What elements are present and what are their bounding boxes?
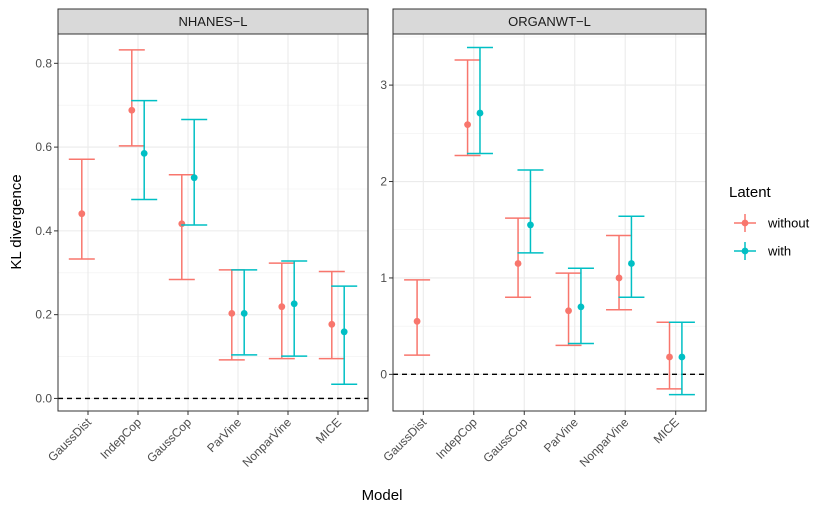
legend: Latent without with bbox=[729, 184, 810, 260]
x-tick-label: ParVine bbox=[541, 415, 581, 455]
panel-background bbox=[58, 34, 368, 411]
errorbar-IndepCop-without bbox=[118, 49, 145, 147]
legend-key-point bbox=[741, 219, 749, 227]
x-tick-label: MICE bbox=[313, 415, 344, 446]
y-tick-label: 0.0 bbox=[35, 391, 52, 405]
y-tick-label: 0 bbox=[380, 367, 387, 381]
panel-organwt: ORGANWT−L 0 1 2 3 GaussDist IndepCop GaussCop… bbox=[380, 8, 707, 470]
gridlines bbox=[58, 34, 368, 411]
errorbar-ParVine-with bbox=[567, 267, 594, 345]
x-axis-title: Model bbox=[362, 487, 403, 504]
point-GaussDist-without bbox=[413, 317, 421, 325]
point-IndepCop-without bbox=[464, 121, 471, 129]
errorbar-NonparVine-with bbox=[281, 260, 308, 357]
panel-border bbox=[392, 33, 707, 412]
errorbar-GaussDist-without bbox=[68, 158, 95, 260]
point-ParVine-with bbox=[577, 303, 585, 311]
point-MICE-with bbox=[340, 328, 348, 336]
x-tick-label: GaussDist bbox=[45, 415, 95, 465]
point-NonparVine-with bbox=[290, 300, 298, 308]
legend-item-without: without bbox=[734, 214, 810, 232]
point-IndepCop-with bbox=[140, 149, 148, 157]
point-ParVine-without bbox=[228, 309, 236, 317]
errorbar-GaussCop-with bbox=[181, 118, 208, 226]
data-marks bbox=[393, 46, 706, 396]
x-axis: GaussDist IndepCop GaussCop ParVineNonparVi… bbox=[380, 411, 682, 470]
point-NonparVine-without bbox=[615, 274, 623, 282]
panel-background bbox=[393, 34, 706, 411]
errorbar-GaussCop-without bbox=[505, 217, 532, 298]
panel-title: ORGANWT−L bbox=[508, 14, 591, 29]
legend-label: with bbox=[767, 244, 791, 259]
point-IndepCop-without bbox=[128, 106, 136, 114]
errorbar-IndepCop-without bbox=[454, 59, 481, 157]
point-IndepCop-with bbox=[476, 109, 484, 117]
y-tick-label: 0.2 bbox=[35, 308, 52, 322]
legend-items: without with bbox=[734, 214, 810, 260]
x-axis: GaussDist IndepCop GaussCop ParVineNonparVi… bbox=[45, 411, 344, 470]
point-GaussCop-with bbox=[527, 221, 534, 229]
point-ParVine-with bbox=[240, 309, 248, 317]
point-GaussCop-with bbox=[190, 174, 198, 182]
y-tick-label: 2 bbox=[380, 175, 387, 189]
x-tick-label: IndepCop bbox=[433, 415, 480, 462]
point-GaussCop-without bbox=[514, 260, 522, 267]
point-GaussCop-without bbox=[178, 220, 186, 228]
point-ParVine-without bbox=[565, 307, 572, 315]
y-tick-label: 0.4 bbox=[35, 224, 52, 238]
x-tick-label: GaussCop bbox=[480, 415, 530, 465]
errorbar-MICE-with bbox=[331, 285, 358, 385]
x-tick-label: ParVine bbox=[204, 415, 244, 455]
errorbar-ParVine-with bbox=[231, 269, 258, 356]
x-tick-label: GaussCop bbox=[144, 415, 194, 465]
x-tick-label: IndepCop bbox=[97, 415, 144, 462]
y-axis-title: KL divergence bbox=[8, 174, 25, 269]
data-marks bbox=[58, 49, 368, 400]
errorbar-ParVine-without bbox=[555, 272, 582, 347]
point-MICE-without bbox=[328, 320, 336, 328]
x-tick-label: NonparVine bbox=[240, 415, 295, 470]
x-tick-label: NonparVine bbox=[577, 415, 632, 470]
errorbar-IndepCop-with bbox=[131, 99, 158, 201]
point-MICE-with bbox=[678, 353, 686, 361]
x-tick-label: GaussDist bbox=[380, 415, 430, 465]
legend-item-with: with bbox=[734, 242, 791, 260]
y-axis: 0 1 2 3 bbox=[380, 78, 393, 381]
x-tick-label: MICE bbox=[651, 415, 682, 446]
errorbar-MICE-with bbox=[668, 321, 695, 396]
point-MICE-without bbox=[666, 353, 673, 361]
panel-title: NHANES−L bbox=[179, 14, 248, 29]
errorbar-NonparVine-with bbox=[618, 215, 645, 298]
y-tick-label: 0.8 bbox=[35, 56, 52, 70]
panel-strip bbox=[57, 8, 369, 35]
y-tick-label: 1 bbox=[380, 271, 387, 285]
errorbar-GaussCop-with bbox=[517, 169, 544, 254]
legend-label: without bbox=[767, 216, 810, 231]
y-tick-label: 0.6 bbox=[35, 140, 52, 154]
point-NonparVine-with bbox=[628, 260, 635, 267]
legend-title: Latent bbox=[729, 184, 772, 201]
errorbar-NonparVine-without bbox=[268, 262, 295, 360]
errorbar-IndepCop-with bbox=[466, 46, 493, 155]
point-NonparVine-without bbox=[278, 303, 286, 311]
panel-border bbox=[57, 33, 369, 412]
panel-nhanes: NHANES−L 0.0 0.2 0.4 0.6 0.8 GaussDist IndepC… bbox=[35, 8, 369, 470]
y-axis: 0.0 0.2 0.4 0.6 0.8 bbox=[35, 56, 58, 405]
y-tick-label: 3 bbox=[380, 78, 387, 92]
errorbar-GaussDist-without bbox=[404, 279, 431, 356]
legend-key-point bbox=[741, 247, 749, 255]
point-GaussDist-without bbox=[78, 210, 86, 218]
